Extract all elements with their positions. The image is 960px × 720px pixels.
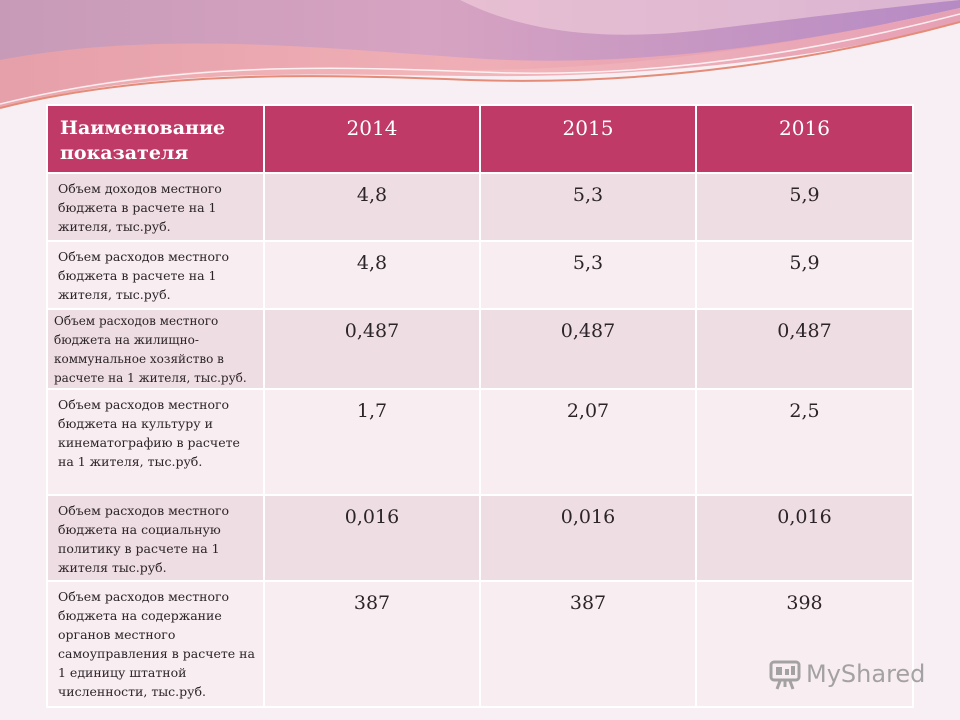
header-year-2014: 2014 [263, 104, 481, 174]
value-cell: 5,3 [479, 172, 697, 242]
table-row: Объем расходов местного бюджета в расчет… [46, 240, 914, 310]
row-label: Объем расходов местного бюджета на жилищ… [46, 308, 265, 390]
value-cell: 0,487 [695, 308, 914, 390]
indicators-table: Наименование показателя 2014 2015 2016 О… [46, 104, 914, 708]
table-row: Объем расходов местного бюджета на жилищ… [46, 308, 914, 390]
header-indicator-name: Наименование показателя [46, 104, 265, 174]
value-cell: 2,5 [695, 388, 914, 496]
value-cell: 1,7 [263, 388, 481, 496]
watermark-text: MyShared [806, 660, 926, 688]
header-year-2016: 2016 [695, 104, 914, 174]
value-cell: 4,8 [263, 172, 481, 242]
row-label: Объем доходов местного бюджета в расчете… [46, 172, 265, 242]
value-cell: 0,487 [263, 308, 481, 390]
value-cell: 5,3 [479, 240, 697, 310]
table-row: Объем расходов местного бюджета на содер… [46, 580, 914, 708]
header-year-2015: 2015 [479, 104, 697, 174]
presentation-board-icon [769, 660, 801, 690]
watermark: MyShared [768, 656, 925, 692]
value-cell: 398 [695, 580, 914, 708]
value-cell: 0,016 [479, 494, 697, 582]
value-cell: 0,487 [479, 308, 697, 390]
table-row: Объем доходов местного бюджета в расчете… [46, 172, 914, 242]
value-cell: 0,016 [695, 494, 914, 582]
value-cell: 5,9 [695, 240, 914, 310]
row-label: Объем расходов местного бюджета на содер… [46, 580, 265, 708]
value-cell: 2,07 [479, 388, 697, 496]
row-label: Объем расходов местного бюджета на культ… [46, 388, 265, 496]
row-label: Объем расходов местного бюджета на социа… [46, 494, 265, 582]
table-header-row: Наименование показателя 2014 2015 2016 [46, 104, 914, 174]
table-row: Объем расходов местного бюджета на культ… [46, 388, 914, 496]
value-cell: 4,8 [263, 240, 481, 310]
value-cell: 5,9 [695, 172, 914, 242]
row-label: Объем расходов местного бюджета в расчет… [46, 240, 265, 310]
value-cell: 0,016 [263, 494, 481, 582]
value-cell: 387 [479, 580, 697, 708]
value-cell: 387 [263, 580, 481, 708]
table-row: Объем расходов местного бюджета на социа… [46, 494, 914, 582]
